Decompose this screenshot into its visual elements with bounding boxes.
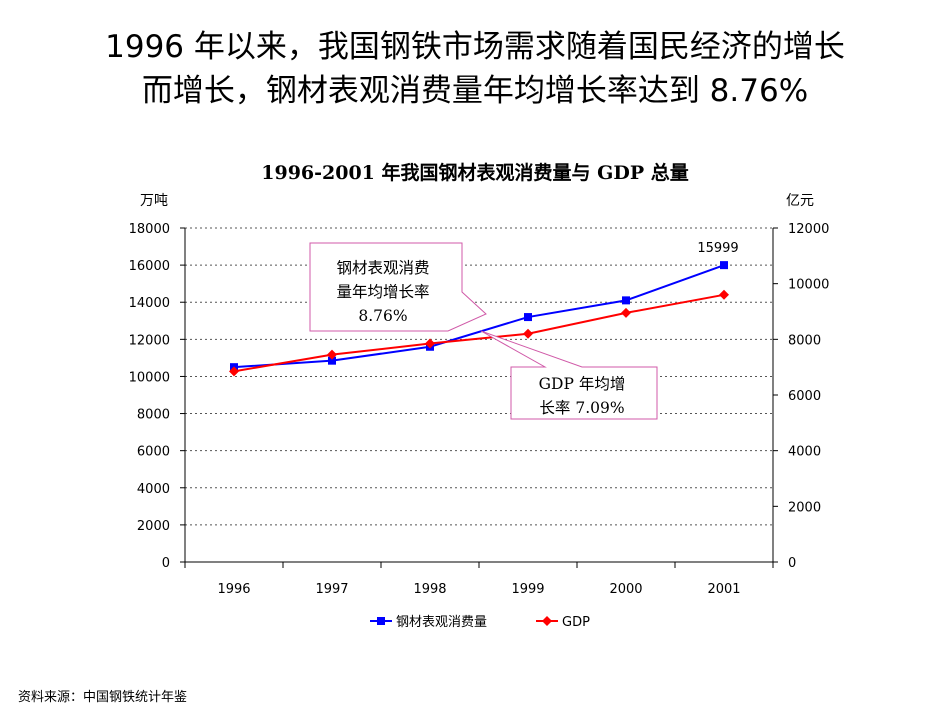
left-axis-tick-label: 12000 bbox=[129, 333, 170, 348]
data-point-gdp bbox=[523, 328, 533, 339]
left-axis-tick-label: 8000 bbox=[137, 408, 170, 423]
left-axis-tick-label: 14000 bbox=[129, 296, 170, 311]
x-axis-tick-label: 1999 bbox=[511, 582, 544, 597]
right-axis-tick-label: 2000 bbox=[788, 500, 821, 515]
legend-label-gdp: GDP bbox=[562, 615, 590, 630]
data-point-gdp bbox=[621, 307, 631, 318]
left-axis-tick-label: 2000 bbox=[137, 519, 170, 534]
data-point-steel-consumption bbox=[524, 313, 532, 322]
legend-label-steel-consumption: 钢材表观消费量 bbox=[396, 615, 487, 630]
series-line-gdp bbox=[233, 293, 725, 373]
chart-title: 1996-2001 年我国钢材表观消费量与 GDP 总量 bbox=[261, 162, 689, 184]
x-axis-tick-label: 1997 bbox=[315, 582, 348, 597]
callout-box-steel-growth bbox=[309, 242, 487, 332]
right-axis-tick-label: 4000 bbox=[788, 445, 821, 460]
left-axis-unit: 万吨 bbox=[140, 193, 168, 209]
data-label: 15999 bbox=[697, 241, 738, 256]
left-axis-tick-label: 6000 bbox=[137, 445, 170, 460]
legend-marker-steel-consumption bbox=[377, 617, 385, 625]
left-axis-tick-label: 0 bbox=[162, 556, 170, 571]
legend-marker-gdp bbox=[542, 616, 552, 626]
data-point-steel-consumption bbox=[622, 296, 630, 305]
left-axis-tick-label: 10000 bbox=[129, 370, 170, 385]
series-line-steel-consumption bbox=[233, 264, 725, 369]
callout-box-gdp-growth bbox=[480, 330, 658, 420]
callout-text-steel-growth: 钢材表观消费 bbox=[336, 259, 429, 277]
data-point-steel-consumption bbox=[328, 356, 336, 365]
x-axis-tick-label: 1998 bbox=[413, 582, 446, 597]
left-axis-tick-label: 16000 bbox=[129, 259, 170, 274]
headline-line-2: 而增长，钢材表观消费量年均增长率达到 8.76% bbox=[141, 73, 809, 109]
left-axis-tick-label: 4000 bbox=[137, 482, 170, 497]
right-axis-tick-label: 8000 bbox=[788, 333, 821, 348]
x-axis-tick-label: 1996 bbox=[217, 582, 250, 597]
data-point-gdp bbox=[719, 289, 729, 300]
callout-text-gdp-growth: GDP 年均增 bbox=[539, 375, 626, 393]
headline-line-1: 1996 年以来，我国钢铁市场需求随着国民经济的增长 bbox=[105, 29, 845, 65]
data-point-gdp bbox=[229, 366, 239, 377]
data-point-gdp bbox=[327, 349, 337, 360]
callout-text-steel-growth: 8.76% bbox=[358, 307, 407, 325]
left-axis-tick-label: 18000 bbox=[129, 222, 170, 237]
right-axis-tick-label: 6000 bbox=[788, 389, 821, 404]
right-axis-unit: 亿元 bbox=[786, 193, 814, 209]
right-axis-tick-label: 0 bbox=[788, 556, 796, 571]
data-point-gdp bbox=[425, 338, 435, 349]
right-axis-tick-label: 10000 bbox=[788, 278, 829, 293]
x-axis-tick-label: 2000 bbox=[609, 582, 642, 597]
callout-text-gdp-growth: 长率 7.09% bbox=[539, 399, 624, 417]
source-note: 资料来源：中国钢铁统计年鉴 bbox=[18, 690, 188, 705]
right-axis-tick-label: 12000 bbox=[788, 222, 829, 237]
data-point-steel-consumption bbox=[720, 261, 728, 270]
callout-text-steel-growth: 量年均增长率 bbox=[336, 283, 429, 301]
x-axis-tick-label: 2001 bbox=[707, 582, 740, 597]
